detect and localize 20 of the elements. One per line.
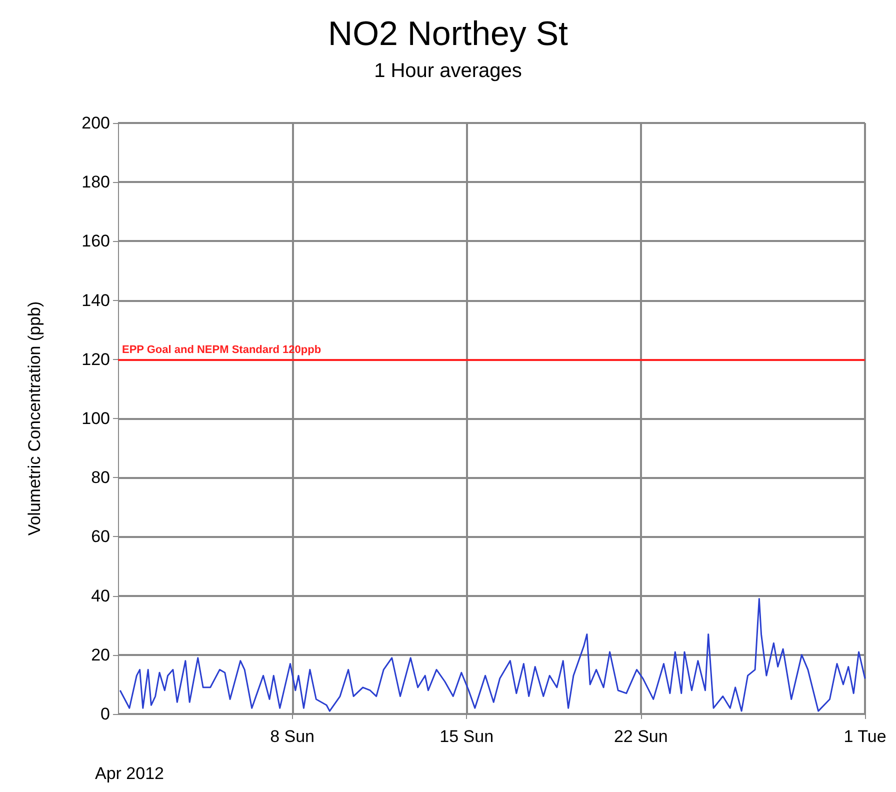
y-tick-label: 40 [91, 586, 110, 606]
y-tick-label: 60 [91, 527, 110, 546]
y-tick-label: 0 [100, 704, 110, 724]
x-tick-label: 8 Sun [270, 727, 315, 746]
x-tick-label: 22 Sun [614, 727, 668, 746]
y-tick-label: 180 [82, 172, 110, 192]
y-tick-label: 160 [82, 232, 110, 251]
chart-subtitle: 1 Hour averages [374, 60, 522, 82]
chart-title: NO2 Northey St [328, 15, 569, 53]
ref-line-label: EPP Goal and NEPM Standard 120ppb [122, 344, 322, 356]
text: Apr 2012 [95, 764, 164, 783]
y-tick-label: 140 [82, 290, 110, 310]
y-tick-label: 120 [82, 350, 110, 369]
y-tick-label: 100 [82, 409, 110, 428]
y-tick-label: 200 [82, 114, 110, 132]
y-tick-label: 80 [91, 468, 110, 488]
x-tick-label: 1 Tue [844, 727, 886, 746]
x-tick-label: 15 Sun [440, 727, 494, 746]
y-tick-label: 20 [91, 645, 110, 664]
y-axis-title: Volumetric Concentration (ppb) [25, 301, 44, 536]
